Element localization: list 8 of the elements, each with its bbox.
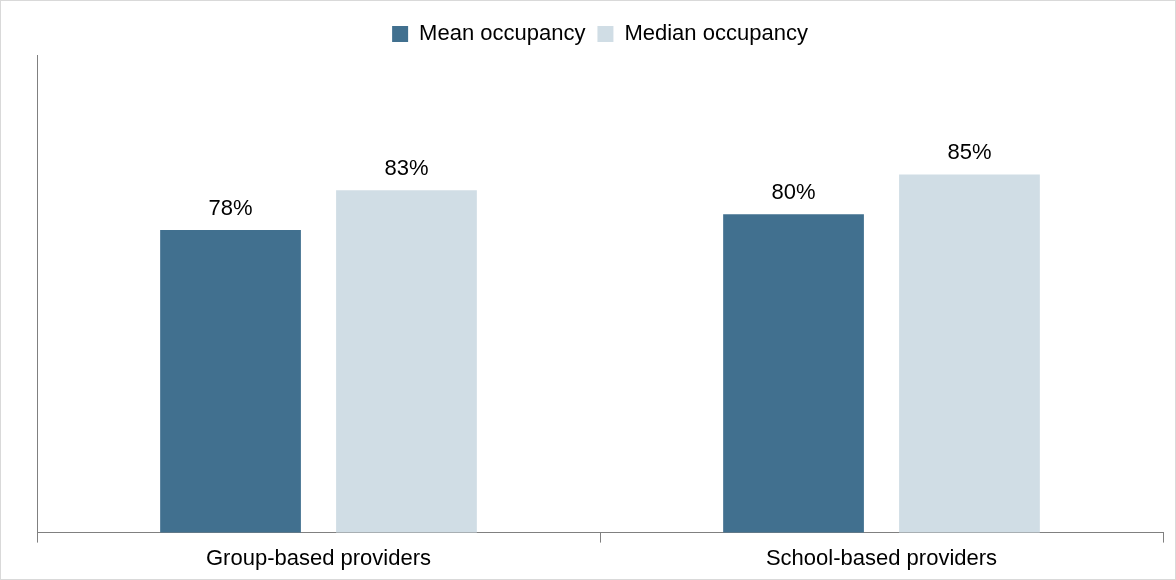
legend-label: Median occupancy xyxy=(624,20,808,46)
data-label: 85% xyxy=(947,139,992,165)
data-label: 83% xyxy=(384,155,429,181)
x-tick-label: School-based providers xyxy=(765,544,998,570)
data-label: 80% xyxy=(771,179,816,205)
data-label: 78% xyxy=(208,195,253,221)
legend-label: Mean occupancy xyxy=(419,20,586,46)
x-tick-label: Group-based providers xyxy=(205,544,432,570)
